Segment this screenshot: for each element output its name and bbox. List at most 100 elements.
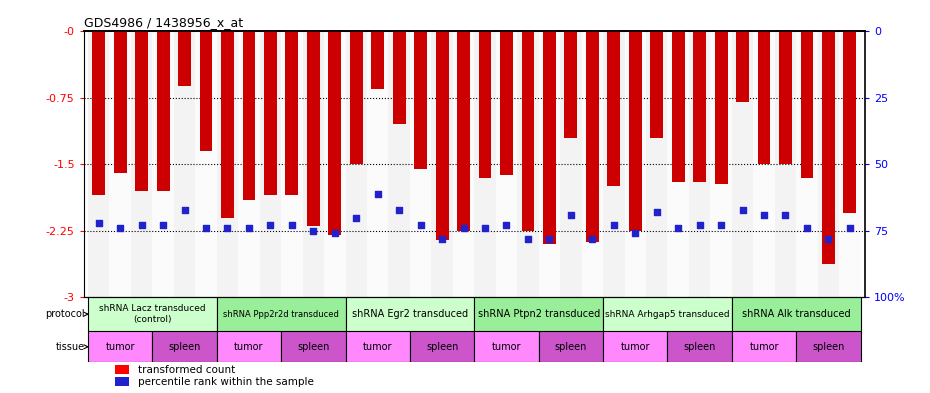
- Bar: [565, 31, 578, 138]
- Point: [434, 236, 449, 242]
- Bar: [474, 297, 603, 331]
- Point: [263, 222, 278, 229]
- Bar: [458, 31, 470, 231]
- Point: [521, 236, 536, 242]
- Bar: [135, 31, 148, 191]
- Text: shRNA Alk transduced: shRNA Alk transduced: [742, 309, 851, 319]
- Bar: [668, 31, 689, 297]
- Point: [327, 230, 342, 237]
- Bar: [560, 31, 581, 297]
- Bar: [775, 31, 796, 297]
- Point: [542, 236, 557, 242]
- Bar: [179, 31, 191, 86]
- Bar: [543, 31, 556, 244]
- Bar: [822, 31, 835, 264]
- Point: [413, 222, 428, 229]
- Bar: [474, 331, 538, 362]
- Bar: [153, 31, 174, 297]
- Text: shRNA Lacz transduced
(control): shRNA Lacz transduced (control): [100, 305, 206, 324]
- Bar: [115, 365, 129, 375]
- Text: percentile rank within the sample: percentile rank within the sample: [139, 376, 314, 387]
- Bar: [110, 31, 131, 297]
- Text: GDS4986 / 1438956_x_at: GDS4986 / 1438956_x_at: [84, 16, 243, 29]
- Point: [821, 236, 836, 242]
- Bar: [453, 31, 474, 297]
- Point: [134, 222, 149, 229]
- Text: shRNA Ppp2r2d transduced: shRNA Ppp2r2d transduced: [223, 310, 339, 319]
- Text: shRNA Egr2 transduced: shRNA Egr2 transduced: [352, 309, 468, 319]
- Bar: [392, 31, 405, 125]
- Point: [800, 225, 815, 231]
- Text: spleen: spleen: [812, 342, 844, 352]
- Bar: [389, 31, 410, 297]
- Bar: [603, 31, 625, 297]
- Text: spleen: spleen: [684, 342, 716, 352]
- Bar: [324, 31, 346, 297]
- Point: [177, 206, 192, 213]
- Text: tumor: tumor: [620, 342, 650, 352]
- Point: [843, 225, 857, 231]
- Bar: [243, 31, 256, 200]
- Bar: [307, 31, 320, 226]
- Bar: [479, 31, 491, 178]
- Bar: [629, 31, 642, 231]
- Text: tumor: tumor: [234, 342, 264, 352]
- Bar: [625, 31, 646, 297]
- Bar: [538, 331, 603, 362]
- Point: [649, 209, 664, 215]
- Text: spleen: spleen: [554, 342, 587, 352]
- Bar: [259, 31, 281, 297]
- Bar: [517, 31, 538, 297]
- Bar: [689, 31, 711, 297]
- Text: spleen: spleen: [298, 342, 329, 352]
- Text: tumor: tumor: [105, 342, 135, 352]
- Bar: [286, 31, 299, 195]
- Bar: [115, 377, 129, 386]
- Bar: [346, 331, 410, 362]
- Bar: [281, 331, 346, 362]
- Bar: [603, 331, 668, 362]
- Bar: [113, 31, 126, 173]
- Bar: [586, 31, 599, 242]
- Bar: [410, 31, 432, 297]
- Bar: [650, 31, 663, 138]
- Point: [628, 230, 643, 237]
- Text: tumor: tumor: [492, 342, 521, 352]
- Bar: [522, 31, 535, 231]
- Bar: [371, 31, 384, 89]
- Text: protocol: protocol: [46, 309, 88, 319]
- Bar: [217, 31, 238, 297]
- Bar: [346, 297, 474, 331]
- Point: [499, 222, 514, 229]
- Bar: [758, 31, 770, 164]
- Point: [285, 222, 299, 229]
- Text: tissue: tissue: [56, 342, 88, 352]
- Bar: [174, 31, 195, 297]
- Bar: [92, 31, 105, 195]
- Point: [113, 225, 127, 231]
- Point: [155, 222, 170, 229]
- Text: shRNA Ptpn2 transduced: shRNA Ptpn2 transduced: [478, 309, 600, 319]
- Bar: [350, 31, 363, 164]
- Bar: [801, 31, 814, 178]
- Point: [778, 212, 793, 218]
- Bar: [217, 297, 346, 331]
- Bar: [779, 31, 792, 164]
- Text: tumor: tumor: [750, 342, 778, 352]
- Text: tumor: tumor: [363, 342, 392, 352]
- Bar: [538, 31, 560, 297]
- Bar: [474, 31, 496, 297]
- Point: [456, 225, 471, 231]
- Bar: [88, 31, 110, 297]
- Bar: [732, 297, 860, 331]
- Text: shRNA Arhgap5 transduced: shRNA Arhgap5 transduced: [605, 310, 730, 319]
- Bar: [496, 31, 517, 297]
- Bar: [714, 31, 727, 184]
- Bar: [753, 31, 775, 297]
- Point: [220, 225, 235, 231]
- Bar: [281, 31, 302, 297]
- Bar: [432, 31, 453, 297]
- Bar: [732, 31, 753, 297]
- Bar: [646, 31, 668, 297]
- Bar: [195, 31, 217, 297]
